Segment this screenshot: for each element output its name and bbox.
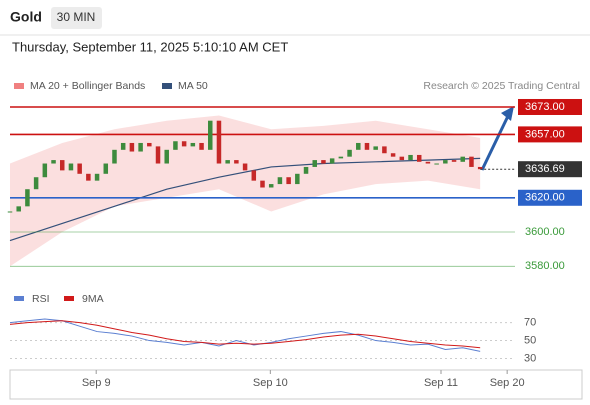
candle <box>451 160 457 162</box>
level-label: 3580.00 <box>525 260 565 272</box>
candle <box>234 160 239 164</box>
candle <box>129 142 135 152</box>
candle <box>347 149 352 157</box>
candle <box>33 177 39 190</box>
candle <box>16 206 21 212</box>
legend-swatch <box>64 296 74 301</box>
candle <box>208 120 213 150</box>
legend-label: MA 20 + Bollinger Bands <box>30 80 145 92</box>
candle <box>120 142 126 150</box>
candle <box>460 156 466 162</box>
legend-label: MA 50 <box>178 80 208 92</box>
candle <box>338 156 344 159</box>
candle <box>59 160 65 171</box>
ma-line <box>9 157 481 242</box>
last-price-tag <box>518 161 582 178</box>
candle <box>321 160 326 164</box>
last-price-label: 3636.69 <box>525 163 565 175</box>
candle <box>138 142 143 152</box>
candle <box>25 189 30 207</box>
level-label: 3657.00 <box>525 128 565 140</box>
candle <box>68 163 74 171</box>
candle <box>434 163 439 165</box>
forecast-arrowhead <box>501 106 514 121</box>
legend-label: RSI <box>32 293 50 305</box>
candle <box>173 141 178 150</box>
candle <box>356 142 361 150</box>
level-label: 3600.00 <box>525 226 565 238</box>
candle <box>295 173 300 185</box>
candle <box>164 149 169 164</box>
legend-swatch <box>162 83 172 89</box>
candle <box>286 177 291 185</box>
candle <box>408 154 413 161</box>
candle <box>277 177 283 185</box>
level-label: 3620.00 <box>525 192 565 204</box>
candle <box>155 146 161 164</box>
x-tick-label: Sep 9 <box>82 377 111 389</box>
legend-swatch <box>14 296 24 301</box>
forecast-arrow <box>480 115 510 171</box>
candle <box>469 156 474 167</box>
candle <box>425 161 431 164</box>
candle <box>190 142 196 147</box>
rsi-line <box>9 320 481 349</box>
candle <box>260 180 265 188</box>
candle <box>86 173 91 181</box>
candle <box>443 160 448 164</box>
credit: Research © 2025 Trading Central <box>423 80 580 92</box>
candle <box>364 142 370 150</box>
interval-badge[interactable] <box>51 7 102 29</box>
candle <box>416 154 422 162</box>
candle <box>216 120 222 164</box>
candle <box>399 156 405 161</box>
interval[interactable]: 30 MIN <box>57 10 96 24</box>
symbol: Gold <box>10 9 42 25</box>
legend-swatch <box>14 83 24 89</box>
level-tag <box>518 126 582 143</box>
candle <box>112 149 117 164</box>
candle <box>242 163 248 171</box>
timestamp: Thursday, September 11, 2025 5:10:10 AM … <box>12 39 288 54</box>
candle <box>147 142 152 147</box>
candle <box>42 163 48 178</box>
candle <box>312 160 317 167</box>
level-tag <box>518 189 582 206</box>
x-tick-label: Sep 11 <box>424 377 458 389</box>
level-label: 3673.00 <box>525 101 565 113</box>
candle <box>51 160 56 164</box>
y-tick-label: 50 <box>524 334 536 346</box>
candle <box>251 170 257 181</box>
candle <box>94 173 100 181</box>
bollinger-band <box>10 115 481 267</box>
y-tick-label: 30 <box>524 352 536 364</box>
x-tick-label: Sep 10 <box>253 377 288 389</box>
candle <box>103 163 109 174</box>
candle <box>390 153 396 157</box>
candle <box>199 142 204 150</box>
candle <box>303 166 309 174</box>
x-axis-frame <box>9 369 583 400</box>
candle <box>477 166 483 170</box>
candle <box>329 158 335 164</box>
level-tag <box>518 98 582 115</box>
candle <box>382 146 387 154</box>
x-tick-label: Sep 20 <box>490 377 525 389</box>
y-tick-label: 70 <box>524 316 536 328</box>
candle <box>225 160 230 164</box>
candle <box>373 146 378 150</box>
rsi-line <box>9 318 481 352</box>
candle <box>77 163 82 174</box>
candle <box>7 211 13 213</box>
candle <box>181 141 187 147</box>
legend-label: 9MA <box>82 293 104 305</box>
candle <box>268 184 274 188</box>
